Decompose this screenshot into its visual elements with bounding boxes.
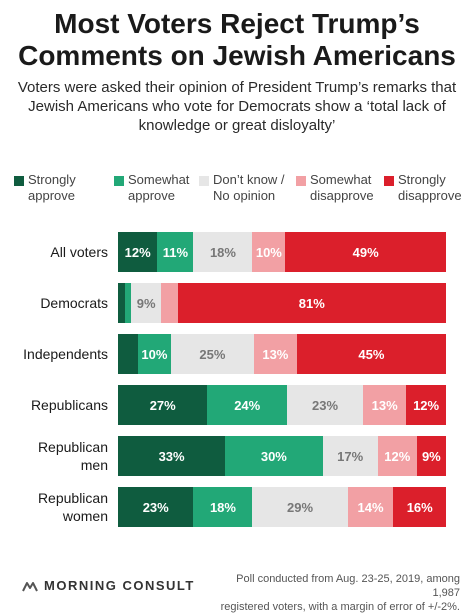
brand-logo: MORNING CONSULT [22, 578, 195, 593]
bar-segment: 12% [118, 232, 158, 272]
chart-title: Most Voters Reject Trump’s Comments on J… [0, 8, 474, 72]
bar-segment: 18% [193, 487, 253, 527]
legend-item: Somewhat approve [114, 172, 189, 204]
bar-segment [161, 283, 178, 323]
data-label: 45% [358, 346, 385, 362]
bar-segment: 49% [285, 232, 446, 272]
bar-segment: 23% [118, 487, 194, 527]
data-label: 27% [149, 397, 176, 413]
category-label: Democrats [40, 295, 108, 311]
bar-segment: 24% [207, 385, 287, 425]
stacked-bar: 10% 25% 13% 45% [118, 334, 446, 374]
legend-label: Somewhat disapprove [310, 172, 374, 203]
data-label: 18% [209, 499, 236, 515]
bar-segment: 12% [377, 436, 417, 476]
legend-swatch [114, 176, 124, 186]
bar-segment: 14% [347, 487, 394, 527]
legend-swatch [199, 176, 209, 186]
data-label: 9% [421, 448, 441, 464]
bar-segment: 81% [177, 283, 446, 323]
chart-title-line-1: Most Voters Reject Trump’s [54, 8, 420, 39]
data-label: 12% [413, 397, 440, 413]
legend-label: Strongly disapprove [398, 172, 462, 203]
brand-name: MORNING CONSULT [44, 578, 195, 593]
brand-logo-icon [22, 581, 38, 591]
bar-segment: 13% [363, 385, 407, 425]
data-label: 18% [209, 244, 236, 260]
category-label: All voters [50, 244, 108, 260]
stacked-bar: 9% 81% [118, 283, 446, 323]
data-label: 29% [287, 499, 314, 515]
bar-segment: 27% [118, 385, 208, 425]
bar-segment [118, 283, 125, 323]
data-label: 12% [124, 244, 151, 260]
data-label: 11% [162, 244, 189, 260]
data-label: 12% [384, 448, 411, 464]
data-label: 49% [352, 244, 379, 260]
data-label: 24% [234, 397, 261, 413]
footnote: Poll conducted from Aug. 23-25, 2019, am… [220, 573, 460, 613]
legend-item: Strongly disapprove [384, 172, 462, 204]
bar-segment: 29% [252, 487, 348, 527]
category-label: Republican men [37, 439, 108, 473]
bar-segment [124, 283, 132, 323]
bar-segment: 23% [286, 385, 364, 425]
bar-segment: 16% [393, 487, 446, 527]
category-label: Independents [23, 346, 108, 362]
legend-swatch [296, 176, 306, 186]
legend-item: Strongly approve [14, 172, 76, 204]
legend-item: Somewhat disapprove [296, 172, 374, 204]
bar-segment: 30% [225, 436, 323, 476]
data-label: 23% [312, 397, 339, 413]
stacked-bar: 33% 30% 17% 12% 9% [118, 436, 446, 476]
data-label: 13% [262, 346, 289, 362]
legend-item: Don’t know / No opinion [199, 172, 285, 204]
bar-segment: 11% [157, 232, 194, 272]
data-label: 10% [255, 244, 282, 260]
bar-segment [118, 334, 138, 374]
category-label: Republican women [37, 490, 108, 524]
stacked-bar: 23% 18% 29% 14% 16% [118, 487, 446, 527]
bar-segment: 45% [296, 334, 446, 374]
bar-segment: 25% [171, 334, 254, 374]
bar-segment: 12% [406, 385, 446, 425]
data-label: 25% [199, 346, 226, 362]
data-label: 10% [141, 346, 168, 362]
legend-label: Somewhat approve [128, 172, 190, 203]
bar-segment: 33% [118, 436, 226, 476]
chart-title-line-2: Comments on Jewish Americans [18, 40, 456, 71]
legend-label: Don’t know / No opinion [213, 172, 285, 203]
legend-label: Strongly approve [28, 172, 76, 203]
legend-swatch [384, 176, 394, 186]
chart-subtitle: Voters were asked their opinion of Presi… [17, 79, 457, 134]
data-label: 81% [298, 295, 325, 311]
category-label: Republicans [30, 397, 108, 413]
data-label: 23% [142, 499, 169, 515]
bar-segment: 13% [253, 334, 297, 374]
data-label: 9% [136, 295, 156, 311]
data-label: 14% [357, 499, 384, 515]
data-label: 17% [337, 448, 364, 464]
stacked-bar: 27% 24% 23% 13% 12% [118, 385, 446, 425]
legend: Strongly approve Somewhat approve Don’t kn… [14, 172, 464, 206]
bar-segment: 9% [131, 283, 162, 323]
data-label: 13% [371, 397, 398, 413]
data-label: 16% [406, 499, 433, 515]
bar-segment: 17% [322, 436, 378, 476]
data-label: 33% [158, 448, 185, 464]
bar-segment: 10% [137, 334, 171, 374]
bar-segment: 9% [416, 436, 446, 476]
data-label: 30% [260, 448, 287, 464]
legend-swatch [14, 176, 24, 186]
bar-segment: 10% [252, 232, 286, 272]
stacked-bar: 12% 11% 18% 10% 49% [118, 232, 446, 272]
bar-segment: 18% [193, 232, 253, 272]
